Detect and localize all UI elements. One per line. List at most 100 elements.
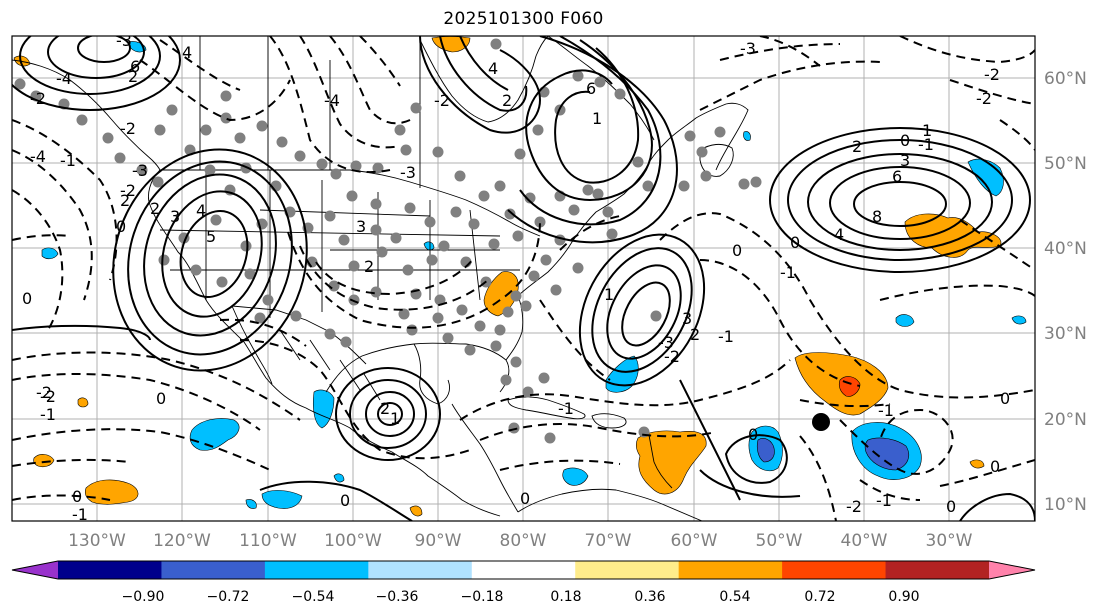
- shade-orange-pacific-3: [77, 397, 89, 408]
- contour-label: 1: [604, 285, 614, 304]
- colorbar-ticks: −0.90 −0.72 −0.54 −0.36 −0.18 0.18 0.36 …: [122, 589, 920, 605]
- shade-blue-pacific-2: [41, 247, 59, 260]
- coast-hispaniola: [591, 413, 627, 429]
- contour-label: 1: [390, 409, 400, 428]
- colorbar-tick-label: 0.90: [888, 589, 919, 605]
- colorbar-outline: [11, 560, 1036, 580]
- coast-lesser-antilles: [647, 429, 673, 489]
- contour-label: 2: [502, 91, 512, 110]
- coast-alaska-bc: [12, 59, 161, 171]
- lon-label: 70°W: [585, 531, 632, 551]
- contour-label: 0: [72, 487, 82, 506]
- lat-label: 20°N: [1044, 410, 1087, 430]
- contour-label: -2: [36, 383, 52, 402]
- shade-orange-eastern-us: [483, 271, 519, 317]
- border-us-canada: [160, 169, 541, 237]
- lat-label: 30°N: [1044, 324, 1087, 344]
- lat-label: 40°N: [1044, 239, 1087, 259]
- lon-label: 120°W: [153, 531, 211, 551]
- shade-orange-pacific-1: [84, 479, 139, 505]
- contour-label: 0: [520, 489, 530, 508]
- contour-label: 0: [946, 497, 956, 516]
- solid-contours: [12, 36, 1035, 521]
- contour-label: -2: [846, 497, 862, 516]
- contour-label: -2: [40, 387, 56, 406]
- contour-label: 0: [156, 389, 166, 408]
- lon-label: 50°W: [756, 531, 803, 551]
- border-states-1: [205, 170, 481, 318]
- shade-blue-pacific-3: [261, 490, 303, 509]
- contour-label: -3: [400, 163, 416, 182]
- contour-label: 0: [900, 131, 910, 150]
- shade-blue-pacific-4: [245, 499, 257, 509]
- colorbar-segment: [368, 561, 473, 579]
- colorbar-tick-label: −0.72: [207, 589, 250, 605]
- contour-label: 3: [682, 309, 692, 328]
- contour-label: -2: [976, 89, 992, 108]
- coast-gulf-of-mexico: [325, 342, 510, 393]
- shade-blue-caribbean-2: [562, 467, 589, 486]
- contour-label: -2: [984, 65, 1000, 84]
- coast-yucatan: [413, 343, 450, 405]
- coast-canada-east: [645, 102, 749, 171]
- shade-blue-pacific-1: [189, 418, 240, 451]
- contour-label: -1: [40, 405, 56, 424]
- lon-label: 40°W: [841, 531, 888, 551]
- colorbar-tick-label: −0.90: [122, 589, 165, 605]
- lon-label: 90°W: [415, 531, 462, 551]
- contour-label: -1: [878, 401, 894, 420]
- contour-label: 0: [990, 457, 1000, 476]
- shade-blue-small-e: [895, 314, 915, 327]
- colorbar-segment: [264, 561, 369, 579]
- contour-label: -3: [740, 39, 756, 58]
- border-states-2: [159, 209, 520, 271]
- contour-label: 1: [922, 121, 932, 140]
- contour-label: 4: [182, 43, 192, 62]
- contour-label: -4: [30, 147, 46, 166]
- coast-hudson-bay: [419, 36, 549, 123]
- contour-label: -1: [876, 491, 892, 510]
- lon-label: 100°W: [324, 531, 382, 551]
- contour-label: 8: [872, 207, 882, 226]
- contour-label: -1: [72, 505, 88, 524]
- contour-label: -3: [658, 333, 674, 352]
- contour-label: 6: [892, 167, 902, 186]
- contour-label: -3: [132, 161, 148, 180]
- plot-title: 2025101300 F060: [443, 9, 604, 29]
- colorbar-extend-max: [989, 561, 1035, 579]
- colorbar-tick-label: 0.18: [550, 589, 581, 605]
- contour-label: -4: [56, 69, 72, 88]
- colorbar-tick-label: −0.54: [292, 589, 335, 605]
- contour-label: -1: [780, 263, 796, 282]
- colorbar-segment: [58, 561, 162, 579]
- contour-label: 4: [196, 201, 206, 220]
- lat-label: 10°N: [1044, 495, 1087, 515]
- shade-darkblue-south-atl: [864, 437, 909, 471]
- coast-south-america: [517, 488, 703, 521]
- colorbar-tick-label: 0.72: [804, 589, 835, 605]
- contour-label: 0: [116, 217, 126, 236]
- contour-label: 2: [150, 199, 160, 218]
- contour-label: 6: [586, 79, 596, 98]
- shade-orange-small-s: [409, 505, 423, 517]
- contour-label: 0: [732, 241, 742, 260]
- coast-central-america: [451, 403, 519, 513]
- border-canada-provinces: [199, 36, 421, 188]
- contour-label: -3: [116, 31, 132, 50]
- storm-center-marker: [812, 413, 830, 431]
- lat-label: 60°N: [1044, 69, 1087, 89]
- shade-blue-small-e2: [1011, 315, 1027, 325]
- longitude-labels: 130°W 120°W 110°W 100°W 90°W 80°W 70°W 6…: [68, 531, 973, 551]
- contour-label: 0: [22, 289, 32, 308]
- contour-label: 0: [790, 233, 800, 252]
- coastlines: [12, 36, 749, 521]
- map-frame: [11, 35, 1036, 522]
- coast-pacific-na: [148, 169, 501, 517]
- colorbar-segment: [678, 561, 783, 579]
- contour-label: 2: [364, 257, 374, 276]
- shade-blue-small-us: [423, 241, 435, 251]
- colorbar-segment: [161, 561, 266, 579]
- contour-label: 2: [120, 191, 130, 210]
- shade-orange-small-e: [969, 459, 985, 469]
